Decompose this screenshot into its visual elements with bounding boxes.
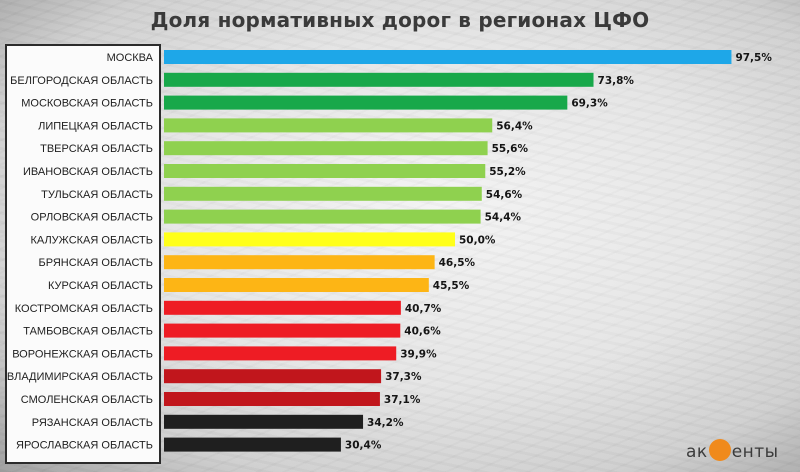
logo-mark-icon (708, 439, 731, 461)
category-label: ТАМБОВСКАЯ ОБЛАСТЬ (23, 326, 153, 338)
bar (164, 369, 382, 384)
data-label: 30,4% (345, 440, 382, 452)
chart-title: Доля нормативных дорог в регионах ЦФО (150, 8, 650, 32)
bar (164, 300, 401, 315)
data-label: 55,2% (489, 166, 526, 178)
bar (164, 278, 429, 292)
data-label: 56,4% (496, 120, 533, 132)
bar (164, 346, 397, 361)
data-label: 50,0% (459, 234, 496, 246)
data-label: 34,2% (367, 417, 404, 429)
bar (164, 95, 568, 110)
bar (164, 164, 486, 178)
data-label: 46,5% (439, 257, 476, 269)
category-label: ТВЕРСКАЯ ОБЛАСТЬ (40, 143, 153, 155)
category-label: МОСКОВСКАЯ ОБЛАСТЬ (21, 98, 153, 110)
category-label: ЯРОСЛАВСКАЯ ОБЛАСТЬ (16, 440, 153, 452)
data-label: 73,8% (598, 75, 635, 87)
data-label: 37,3% (385, 371, 422, 383)
category-label: ИВАНОВСКАЯ ОБЛАСТЬ (23, 166, 153, 178)
bar (164, 72, 594, 87)
data-label: 55,6% (492, 143, 529, 155)
bar (164, 209, 481, 224)
category-label: ВОРОНЕЖСКАЯ ОБЛАСТЬ (12, 348, 153, 360)
category-label: ТУЛЬСКАЯ ОБЛАСТЬ (41, 189, 153, 201)
category-label: БЕЛГОРОДСКАЯ ОБЛАСТЬ (10, 75, 153, 87)
bar (164, 392, 380, 406)
category-label: ЛИПЕЦКАЯ ОБЛАСТЬ (38, 120, 153, 132)
category-label-panel (5, 44, 161, 464)
brand-logo: ак енты (686, 439, 779, 463)
category-label: ВЛАДИМИРСКАЯ ОБЛАСТЬ (7, 371, 153, 383)
data-label: 39,9% (400, 348, 437, 360)
bar (164, 437, 341, 452)
category-label: КУРСКАЯ ОБЛАСТЬ (48, 280, 153, 292)
bar (164, 232, 455, 247)
category-label: БРЯНСКАЯ ОБЛАСТЬ (39, 257, 154, 269)
bar (164, 255, 435, 270)
logo-text-end: енты (731, 442, 779, 462)
data-label: 97,5% (735, 52, 772, 64)
data-label: 69,3% (571, 98, 608, 110)
logo-text-start: ак (686, 442, 708, 462)
data-label: 54,4% (485, 212, 522, 224)
category-label: РЯЗАНСКАЯ ОБЛАСТЬ (32, 417, 153, 429)
bar (164, 118, 493, 133)
bar (164, 323, 401, 338)
data-label: 37,1% (384, 394, 421, 406)
category-label: ОРЛОВСКАЯ ОБЛАСТЬ (31, 212, 153, 224)
bar (164, 414, 364, 429)
data-label: 40,7% (405, 303, 442, 315)
category-label: КАЛУЖСКАЯ ОБЛАСТЬ (30, 234, 153, 246)
category-label: КОСТРОМСКАЯ ОБЛАСТЬ (15, 303, 153, 315)
bar (164, 186, 482, 201)
data-label: 54,6% (486, 189, 523, 201)
data-label: 45,5% (433, 280, 470, 292)
bar (164, 50, 732, 64)
data-label: 40,6% (404, 326, 441, 338)
category-label: СМОЛЕНСКАЯ ОБЛАСТЬ (21, 394, 153, 406)
category-label: МОСКВА (107, 52, 154, 64)
bar (164, 141, 488, 156)
